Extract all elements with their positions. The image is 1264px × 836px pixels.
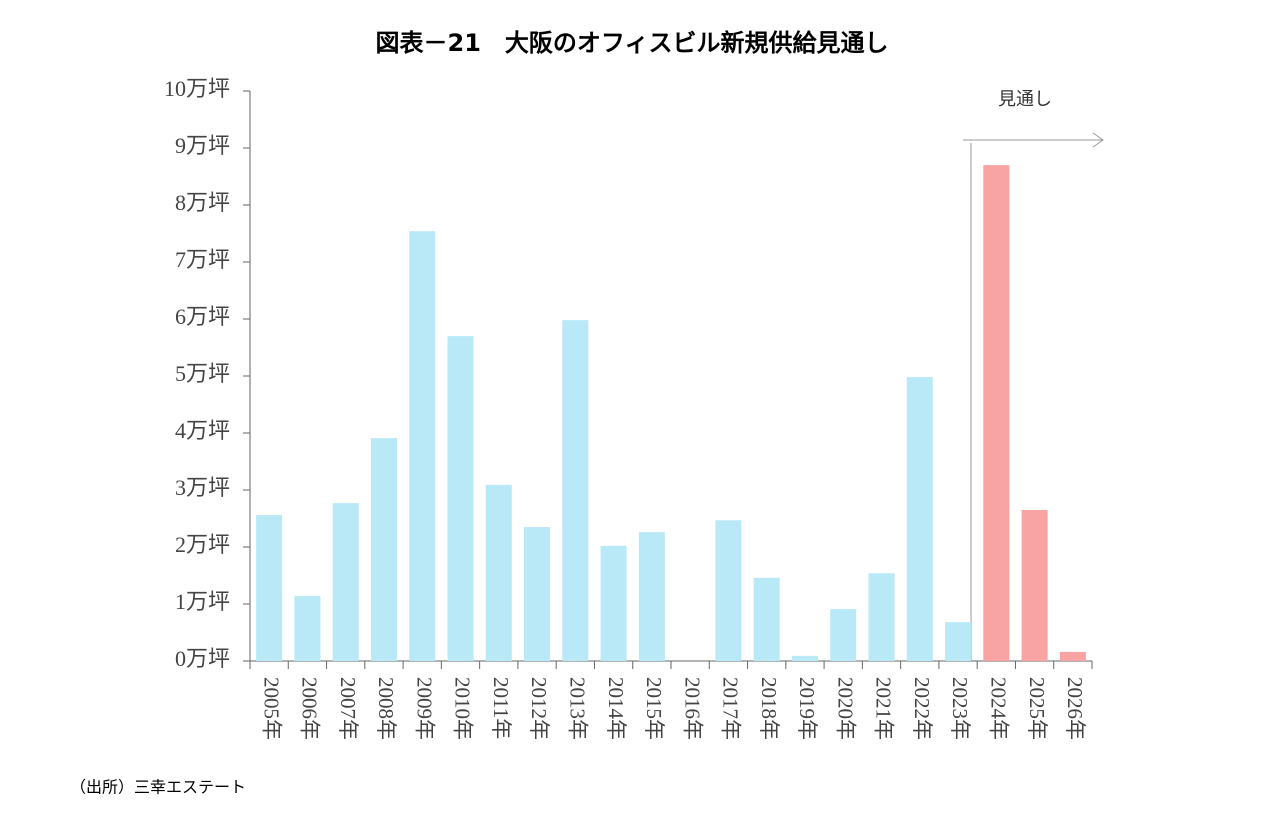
- x-tick-label: 2022年: [910, 677, 934, 740]
- x-tick-label: 2020年: [833, 677, 857, 740]
- bar: [1021, 509, 1048, 661]
- bar: [868, 573, 895, 661]
- y-tick-label: 8万坪: [175, 190, 230, 215]
- bar: [638, 532, 665, 661]
- x-tick-label: 2023年: [948, 677, 972, 740]
- x-tick-label: 2026年: [1063, 677, 1087, 740]
- bar: [983, 165, 1010, 661]
- x-tick-label: 2017年: [719, 677, 743, 740]
- x-tick-label: 2016年: [680, 677, 704, 740]
- y-tick-label: 6万坪: [175, 304, 230, 329]
- y-tick-label: 9万坪: [175, 133, 230, 158]
- bar: [332, 503, 359, 661]
- bar: [906, 377, 933, 661]
- x-tick-label: 2006年: [298, 677, 322, 740]
- bar: [600, 545, 627, 661]
- bar: [1059, 651, 1086, 661]
- x-tick-label: 2019年: [795, 677, 819, 740]
- x-tick-label: 2018年: [757, 677, 781, 740]
- bar: [409, 231, 436, 661]
- x-tick-label: 2012年: [527, 677, 551, 740]
- bar: [945, 622, 972, 661]
- x-tick-label: 2013年: [566, 677, 590, 740]
- y-tick-label: 0万坪: [175, 646, 230, 671]
- x-tick-label: 2005年: [259, 677, 283, 740]
- x-tick-label: 2014年: [604, 677, 628, 740]
- bar: [791, 655, 818, 661]
- bar: [485, 484, 512, 661]
- y-tick-label: 10万坪: [164, 76, 230, 101]
- bar: [370, 438, 397, 661]
- x-tick-label: 2011年: [489, 677, 513, 739]
- x-tick-label: 2007年: [336, 677, 360, 740]
- bar: [830, 609, 857, 661]
- x-tick-label: 2015年: [642, 677, 666, 740]
- forecast-arrow-head: [1092, 132, 1104, 148]
- y-tick-label: 5万坪: [175, 361, 230, 386]
- y-tick-label: 2万坪: [175, 532, 230, 557]
- bar: [562, 320, 589, 661]
- y-tick-label: 7万坪: [175, 247, 230, 272]
- bar: [447, 336, 474, 661]
- bar: [256, 515, 283, 661]
- chart-title: 図表－21 大阪のオフィスビル新規供給見通し: [376, 29, 889, 57]
- x-tick-label: 2021年: [872, 677, 896, 740]
- bar: [524, 527, 551, 661]
- forecast-annotation: 見通し: [998, 89, 1052, 110]
- y-tick-label: 4万坪: [175, 418, 230, 443]
- x-tick-label: 2024年: [987, 677, 1011, 740]
- source-note: （出所）三幸エステート: [70, 778, 246, 797]
- bar: [294, 596, 321, 661]
- x-tick-label: 2009年: [412, 677, 436, 740]
- bar: [715, 520, 742, 661]
- bar: [753, 577, 780, 661]
- x-tick-label: 2010年: [451, 677, 475, 740]
- y-tick-label: 3万坪: [175, 475, 230, 500]
- x-tick-label: 2025年: [1025, 677, 1049, 740]
- y-tick-label: 1万坪: [175, 589, 230, 614]
- x-tick-label: 2008年: [374, 677, 398, 740]
